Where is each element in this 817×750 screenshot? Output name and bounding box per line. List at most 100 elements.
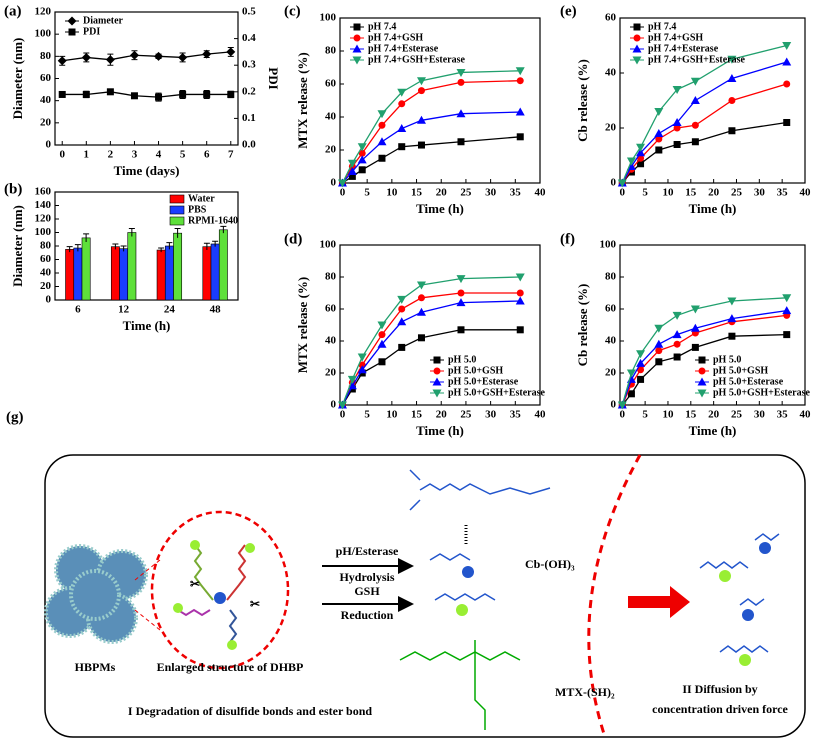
marker	[457, 289, 465, 297]
y-tick-label: 100	[320, 12, 337, 24]
marker	[655, 358, 663, 366]
marker	[398, 143, 406, 151]
marker	[397, 317, 407, 326]
marker	[81, 52, 91, 62]
y-tick-label: 40	[40, 267, 52, 279]
marker	[352, 56, 362, 65]
y-axis-label: Diameter (nm)	[10, 205, 25, 287]
marker	[690, 77, 700, 86]
marker	[698, 367, 706, 375]
label: I Degradation of disulfide bonds and est…	[128, 704, 372, 718]
error-bar	[158, 247, 165, 253]
series-line	[341, 80, 521, 184]
y-tick-label: 60	[325, 303, 337, 315]
error-bar	[128, 227, 135, 237]
marker	[347, 159, 357, 168]
marker	[456, 109, 466, 118]
marker	[636, 358, 646, 367]
legend-label: pH 7.4+GSH+Esterase	[648, 54, 746, 65]
released-drugs	[699, 533, 780, 666]
y-tick-label: 0	[46, 139, 52, 151]
y-tick-label: 100	[35, 226, 52, 238]
marker	[417, 294, 425, 302]
series-line	[341, 111, 521, 184]
y2-tick-label: 0.2	[242, 85, 256, 97]
y-tick-label: 80	[40, 240, 52, 252]
legend-swatch	[169, 194, 185, 204]
y-tick-label: 80	[40, 50, 52, 62]
marker	[377, 137, 387, 146]
panel-label: (e)	[560, 3, 577, 19]
marker	[377, 339, 387, 348]
marker	[58, 90, 66, 98]
x-tick-label: 10	[386, 409, 398, 421]
legend-label: pH 7.4+Esterase	[648, 43, 719, 54]
error-bar	[220, 225, 227, 234]
scissors: ✂	[190, 577, 200, 591]
diagram-frame	[44, 454, 806, 738]
x-tick-label: 40	[800, 187, 812, 199]
marker	[398, 343, 406, 351]
marker	[456, 68, 466, 77]
marker	[397, 88, 407, 97]
marker	[672, 311, 682, 320]
marker	[654, 129, 664, 137]
marker	[728, 332, 736, 340]
plot-frame	[619, 244, 806, 406]
marker	[515, 273, 525, 282]
label: Hydrolysis	[339, 570, 394, 584]
legend-label: pH 7.4+GSH	[368, 32, 423, 43]
marker	[782, 42, 792, 50]
marker	[672, 330, 682, 339]
y-tick-label: 0	[331, 177, 337, 189]
marker	[398, 100, 406, 108]
scissors: ✂	[250, 597, 260, 611]
error-bar	[212, 240, 219, 247]
bar	[164, 245, 174, 301]
bar	[110, 246, 120, 301]
marker	[353, 34, 361, 42]
y-tick-label: 20	[605, 367, 617, 379]
y-tick-label: 20	[325, 367, 337, 379]
marker	[636, 148, 646, 157]
marker	[690, 323, 700, 332]
marker	[673, 353, 681, 361]
marker	[672, 86, 682, 94]
marker	[378, 121, 386, 129]
marker	[347, 375, 357, 384]
marker	[727, 314, 737, 323]
marker	[129, 50, 139, 60]
series-line	[621, 44, 787, 184]
divider	[587, 454, 642, 738]
marker	[516, 77, 524, 85]
x-tick-label: 20	[436, 409, 448, 421]
y-tick-label: 20	[325, 144, 337, 156]
y2-tick-label: 0.5	[242, 6, 256, 18]
y2-axis-label: PDI	[266, 67, 281, 89]
y2-tick-label: 0.0	[242, 139, 256, 151]
marker	[691, 343, 699, 351]
y-axis-label: MTX release (%)	[295, 277, 310, 374]
marker	[727, 297, 737, 306]
marker	[347, 166, 357, 175]
bar	[73, 247, 83, 301]
label: Reduction	[341, 608, 394, 622]
marker	[516, 289, 524, 297]
error-bar	[83, 233, 90, 242]
zoom-circle	[150, 510, 290, 670]
y-axis-label: Cb release (%)	[575, 59, 590, 142]
x-tick-label: 25	[460, 409, 472, 421]
marker	[626, 369, 636, 378]
marker	[378, 358, 386, 366]
error-bar	[166, 242, 173, 250]
x-tick-label: 10	[662, 409, 674, 421]
marker	[337, 401, 347, 410]
x-tick-label: 10	[386, 187, 398, 199]
y-axis-label: Cb release (%)	[575, 284, 590, 367]
marker	[398, 305, 406, 313]
marker	[456, 298, 466, 307]
marker	[82, 90, 90, 98]
marker	[378, 154, 386, 162]
marker	[457, 326, 465, 334]
